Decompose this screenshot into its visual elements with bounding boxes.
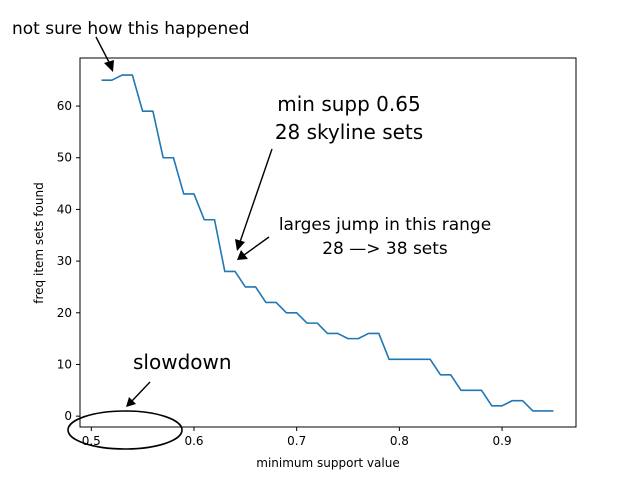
annotation-slowdown-arrowhead (126, 397, 136, 407)
y-tick-label: 10 (57, 357, 72, 371)
data-point (296, 312, 298, 314)
annotation-largest-jump: larges jump in this range 28 —> 38 sets (237, 215, 491, 260)
series-line-0 (101, 74, 554, 412)
annotation-slowdown: slowdown (67, 350, 232, 450)
annotation-min-supp: min supp 0.65 28 skyline sets (235, 92, 423, 251)
y-tick-label: 20 (57, 306, 72, 320)
data-point (214, 219, 216, 221)
y-axis-label: freq item sets found (32, 182, 46, 303)
y-tick-label: 30 (57, 254, 72, 268)
data-point (327, 333, 329, 335)
annotation-largest-jump-arrow (243, 236, 270, 256)
data-point (450, 374, 452, 376)
data-point (491, 405, 493, 407)
plot-frame (79, 57, 577, 428)
data-point (429, 359, 431, 361)
data-point (409, 359, 411, 361)
annotation-min-supp-line1: min supp 0.65 (277, 92, 420, 116)
data-point (368, 333, 370, 335)
x-tick-label: 0.6 (184, 434, 203, 448)
data-point (306, 322, 308, 324)
data-point (481, 390, 483, 392)
data-point (532, 410, 534, 412)
y-tick-label: 50 (57, 151, 72, 165)
data-point (470, 390, 472, 392)
data-point (111, 79, 113, 81)
data-point (357, 338, 359, 340)
data-point (142, 110, 144, 112)
x-tick-label: 0.8 (390, 434, 409, 448)
annotation-largest-jump-line2: 28 —> 38 sets (322, 239, 448, 259)
annotation-slowdown-arrow (130, 381, 151, 403)
annotation-not-sure: not sure how this happened (12, 19, 250, 72)
data-point (286, 312, 288, 314)
x-axis-label: minimum support value (256, 456, 399, 470)
data-point (440, 374, 442, 376)
y-tick-label: 40 (57, 202, 72, 216)
marks-layer (101, 74, 554, 412)
data-point (522, 400, 524, 402)
data-point (542, 410, 544, 412)
data-point (203, 219, 205, 221)
data-point (378, 333, 380, 335)
annotation-slowdown-text: slowdown (133, 350, 232, 374)
data-point (399, 359, 401, 361)
data-point (255, 286, 257, 288)
annotation-not-sure-text: not sure how this happened (12, 19, 250, 39)
data-point (460, 390, 462, 392)
annotation-min-supp-arrowhead (235, 239, 245, 251)
y-tick-label: 0 (64, 409, 72, 423)
data-point (101, 79, 103, 81)
data-point (419, 359, 421, 361)
annotation-min-supp-arrow (239, 148, 273, 243)
data-point (173, 157, 175, 159)
y-tick-label: 60 (57, 99, 72, 113)
data-point (152, 110, 154, 112)
data-point (234, 271, 236, 273)
data-point (224, 271, 226, 273)
slowdown-highlight-ellipse (67, 410, 183, 450)
annotation-not-sure-arrowhead (104, 60, 114, 72)
data-point (265, 302, 267, 304)
data-point (183, 193, 185, 195)
annotation-largest-jump-line1: larges jump in this range (279, 215, 491, 235)
data-point (121, 74, 123, 76)
data-point (553, 410, 555, 412)
annotation-not-sure-arrow (95, 36, 112, 67)
data-point (245, 286, 247, 288)
data-point (193, 193, 195, 195)
data-point (501, 405, 503, 407)
x-tick-label: 0.9 (493, 434, 512, 448)
data-point (162, 157, 164, 159)
annotation-largest-jump-arrowhead (237, 250, 248, 260)
data-point (132, 74, 134, 76)
data-point (275, 302, 277, 304)
data-point (388, 359, 390, 361)
data-point (316, 322, 318, 324)
annotation-min-supp-line2: 28 skyline sets (275, 120, 423, 144)
data-point (512, 400, 514, 402)
data-point (347, 338, 349, 340)
data-point (337, 333, 339, 335)
x-tick-label: 0.7 (287, 434, 306, 448)
